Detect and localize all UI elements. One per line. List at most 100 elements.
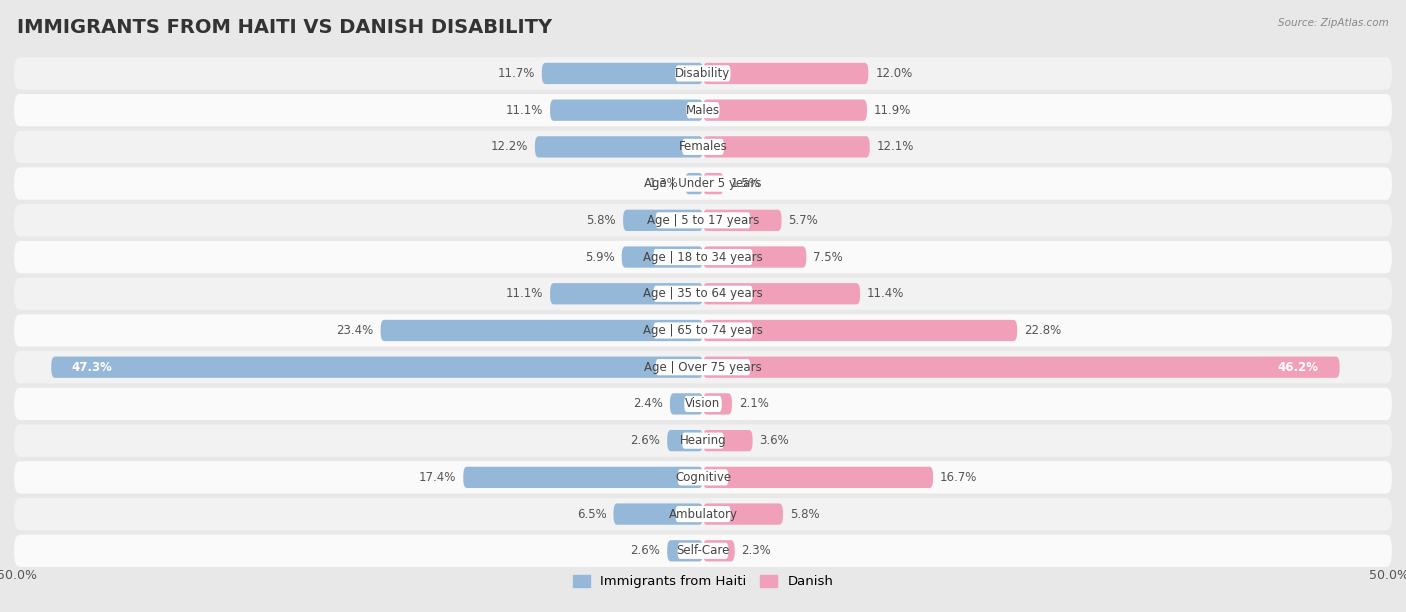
FancyBboxPatch shape	[703, 247, 807, 267]
FancyBboxPatch shape	[14, 315, 1392, 346]
Text: 5.8%: 5.8%	[790, 507, 820, 521]
Text: Age | 65 to 74 years: Age | 65 to 74 years	[643, 324, 763, 337]
FancyBboxPatch shape	[703, 210, 782, 231]
Text: 2.6%: 2.6%	[630, 544, 661, 558]
FancyBboxPatch shape	[14, 535, 1392, 567]
Text: 16.7%: 16.7%	[941, 471, 977, 484]
FancyBboxPatch shape	[655, 176, 751, 192]
Text: Cognitive: Cognitive	[675, 471, 731, 484]
Text: 5.9%: 5.9%	[585, 250, 614, 264]
FancyBboxPatch shape	[14, 58, 1392, 89]
FancyBboxPatch shape	[463, 467, 703, 488]
Text: 11.9%: 11.9%	[875, 103, 911, 117]
Text: 23.4%: 23.4%	[336, 324, 374, 337]
FancyBboxPatch shape	[655, 212, 751, 228]
Text: Source: ZipAtlas.com: Source: ZipAtlas.com	[1278, 18, 1389, 28]
Text: 11.1%: 11.1%	[506, 287, 543, 300]
Text: Self-Care: Self-Care	[676, 544, 730, 558]
FancyBboxPatch shape	[678, 469, 728, 485]
FancyBboxPatch shape	[550, 283, 703, 304]
Text: Age | 35 to 64 years: Age | 35 to 64 years	[643, 287, 763, 300]
FancyBboxPatch shape	[703, 430, 752, 451]
Text: 17.4%: 17.4%	[419, 471, 457, 484]
FancyBboxPatch shape	[675, 65, 731, 81]
FancyBboxPatch shape	[668, 430, 703, 451]
Text: Age | 18 to 34 years: Age | 18 to 34 years	[643, 250, 763, 264]
Text: 11.4%: 11.4%	[868, 287, 904, 300]
Text: 50.0%: 50.0%	[1369, 569, 1406, 582]
FancyBboxPatch shape	[685, 173, 703, 194]
FancyBboxPatch shape	[550, 100, 703, 121]
FancyBboxPatch shape	[541, 63, 703, 84]
FancyBboxPatch shape	[703, 394, 733, 414]
Text: IMMIGRANTS FROM HAITI VS DANISH DISABILITY: IMMIGRANTS FROM HAITI VS DANISH DISABILI…	[17, 18, 553, 37]
FancyBboxPatch shape	[678, 543, 728, 559]
Text: Age | 5 to 17 years: Age | 5 to 17 years	[647, 214, 759, 227]
FancyBboxPatch shape	[703, 173, 724, 194]
FancyBboxPatch shape	[613, 504, 703, 524]
Text: Disability: Disability	[675, 67, 731, 80]
FancyBboxPatch shape	[534, 136, 703, 157]
FancyBboxPatch shape	[669, 394, 703, 414]
Text: 47.3%: 47.3%	[72, 360, 112, 374]
Text: Age | Under 5 years: Age | Under 5 years	[644, 177, 762, 190]
FancyBboxPatch shape	[381, 320, 703, 341]
FancyBboxPatch shape	[14, 388, 1392, 420]
FancyBboxPatch shape	[703, 357, 1340, 378]
Text: 50.0%: 50.0%	[0, 569, 37, 582]
Text: 3.6%: 3.6%	[759, 434, 789, 447]
Text: Ambulatory: Ambulatory	[668, 507, 738, 521]
Text: Males: Males	[686, 103, 720, 117]
Text: 12.1%: 12.1%	[876, 140, 914, 154]
FancyBboxPatch shape	[14, 278, 1392, 310]
FancyBboxPatch shape	[654, 249, 752, 265]
FancyBboxPatch shape	[703, 467, 934, 488]
FancyBboxPatch shape	[51, 357, 703, 378]
FancyBboxPatch shape	[14, 498, 1392, 530]
Text: 11.7%: 11.7%	[498, 67, 534, 80]
FancyBboxPatch shape	[14, 168, 1392, 200]
FancyBboxPatch shape	[703, 504, 783, 524]
FancyBboxPatch shape	[623, 210, 703, 231]
Text: 5.7%: 5.7%	[789, 214, 818, 227]
FancyBboxPatch shape	[668, 540, 703, 561]
FancyBboxPatch shape	[682, 139, 724, 155]
FancyBboxPatch shape	[14, 461, 1392, 493]
Text: 2.4%: 2.4%	[633, 397, 664, 411]
Text: 5.8%: 5.8%	[586, 214, 616, 227]
FancyBboxPatch shape	[14, 131, 1392, 163]
FancyBboxPatch shape	[654, 323, 752, 338]
FancyBboxPatch shape	[654, 286, 752, 302]
Text: Vision: Vision	[685, 397, 721, 411]
FancyBboxPatch shape	[686, 102, 720, 118]
Text: 46.2%: 46.2%	[1278, 360, 1319, 374]
FancyBboxPatch shape	[703, 283, 860, 304]
Text: 1.5%: 1.5%	[731, 177, 761, 190]
Text: 2.1%: 2.1%	[738, 397, 769, 411]
FancyBboxPatch shape	[703, 63, 869, 84]
Text: Age | Over 75 years: Age | Over 75 years	[644, 360, 762, 374]
FancyBboxPatch shape	[621, 247, 703, 267]
Text: 1.3%: 1.3%	[648, 177, 678, 190]
Text: 2.6%: 2.6%	[630, 434, 661, 447]
FancyBboxPatch shape	[703, 540, 735, 561]
Text: Females: Females	[679, 140, 727, 154]
FancyBboxPatch shape	[14, 94, 1392, 126]
FancyBboxPatch shape	[703, 320, 1017, 341]
Text: 22.8%: 22.8%	[1024, 324, 1062, 337]
Text: 12.0%: 12.0%	[875, 67, 912, 80]
FancyBboxPatch shape	[655, 359, 751, 375]
Text: 11.1%: 11.1%	[506, 103, 543, 117]
FancyBboxPatch shape	[14, 351, 1392, 383]
FancyBboxPatch shape	[685, 396, 721, 412]
FancyBboxPatch shape	[14, 425, 1392, 457]
Text: 7.5%: 7.5%	[813, 250, 844, 264]
FancyBboxPatch shape	[682, 433, 724, 449]
Text: 2.3%: 2.3%	[741, 544, 772, 558]
FancyBboxPatch shape	[703, 100, 868, 121]
FancyBboxPatch shape	[675, 506, 731, 522]
Text: Hearing: Hearing	[679, 434, 727, 447]
FancyBboxPatch shape	[14, 204, 1392, 236]
FancyBboxPatch shape	[14, 241, 1392, 273]
Text: 12.2%: 12.2%	[491, 140, 529, 154]
